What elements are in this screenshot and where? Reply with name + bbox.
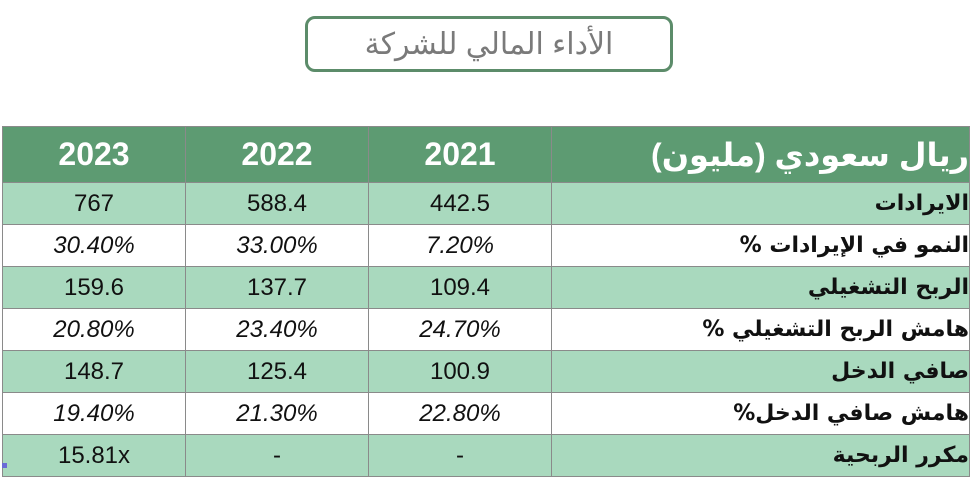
cell-operating-margin-2022: 23.40% <box>185 308 369 351</box>
table-row: 15.81x - - مكرر الربحية <box>2 434 970 477</box>
cell-revenue-growth-2023: 30.40% <box>2 224 186 267</box>
row-label-revenue-growth: النمو في الإيرادات % <box>551 224 970 267</box>
table-row: 159.6 137.7 109.4 الربح التشغيلي <box>2 266 970 309</box>
table-row: 767 588.4 442.5 الايرادات <box>2 182 970 225</box>
cell-revenue-growth-2022: 33.00% <box>185 224 369 267</box>
row-label-net-income: صافي الدخل <box>551 350 970 393</box>
cell-revenue-2022: 588.4 <box>185 182 369 225</box>
table-row: 19.40% 21.30% 22.80% هامش صافي الدخل% <box>2 392 970 435</box>
table-header-row: 2023 2022 2021 ريال سعودي (مليون) <box>2 126 970 183</box>
cell-pe-ratio-2022: - <box>185 434 369 477</box>
table-row: 20.80% 23.40% 24.70% هامش الربح التشغيلي… <box>2 308 970 351</box>
year-header-2022: 2022 <box>185 126 369 183</box>
financial-performance-table: 2023 2022 2021 ريال سعودي (مليون) 767 58… <box>2 126 970 477</box>
year-header-2023: 2023 <box>2 126 186 183</box>
table-row: 148.7 125.4 100.9 صافي الدخل <box>2 350 970 393</box>
cell-net-margin-2021: 22.80% <box>368 392 552 435</box>
cell-net-margin-2023: 19.40% <box>2 392 186 435</box>
row-label-pe-ratio: مكرر الربحية <box>551 434 970 477</box>
cell-revenue-2023: 767 <box>2 182 186 225</box>
cell-net-income-2022: 125.4 <box>185 350 369 393</box>
cell-operating-margin-2023: 20.80% <box>2 308 186 351</box>
cell-operating-profit-2022: 137.7 <box>185 266 369 309</box>
cell-revenue-2021: 442.5 <box>368 182 552 225</box>
table-row: 30.40% 33.00% 7.20% النمو في الإيرادات % <box>2 224 970 267</box>
row-label-revenue: الايرادات <box>551 182 970 225</box>
cell-net-margin-2022: 21.30% <box>185 392 369 435</box>
cell-operating-profit-2021: 109.4 <box>368 266 552 309</box>
cell-operating-margin-2021: 24.70% <box>368 308 552 351</box>
cell-pe-ratio-2023: 15.81x <box>2 434 186 477</box>
row-label-net-margin: هامش صافي الدخل% <box>551 392 970 435</box>
corner-marker <box>2 463 7 468</box>
cell-revenue-growth-2021: 7.20% <box>368 224 552 267</box>
page-title: الأداء المالي للشركة <box>305 16 673 72</box>
row-label-operating-profit: الربح التشغيلي <box>551 266 970 309</box>
cell-net-income-2021: 100.9 <box>368 350 552 393</box>
year-header-2021: 2021 <box>368 126 552 183</box>
cell-pe-ratio-2021: - <box>368 434 552 477</box>
row-label-operating-margin: هامش الربح التشغيلي % <box>551 308 970 351</box>
currency-header: ريال سعودي (مليون) <box>551 126 970 183</box>
cell-net-income-2023: 148.7 <box>2 350 186 393</box>
cell-operating-profit-2023: 159.6 <box>2 266 186 309</box>
